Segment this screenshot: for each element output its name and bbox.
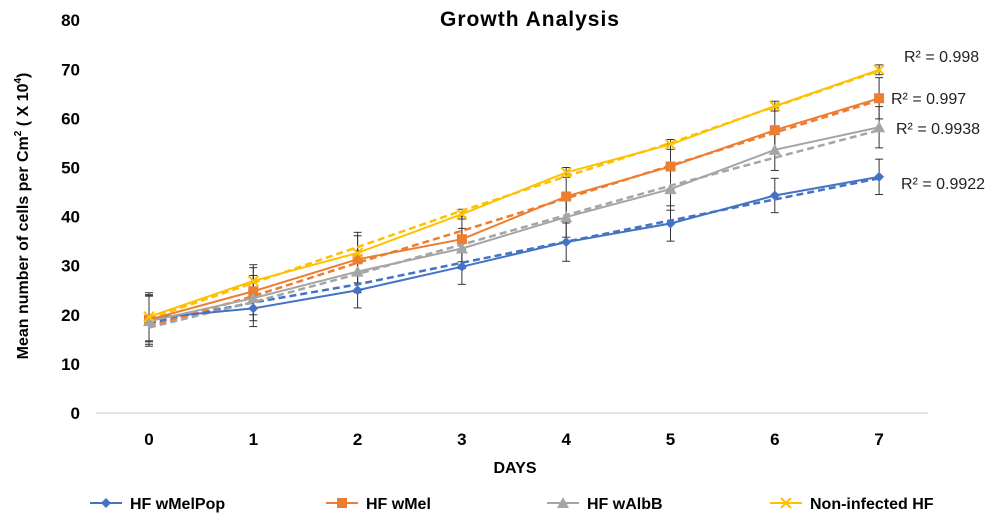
y-tick-label: 50 bbox=[61, 159, 80, 178]
data-point bbox=[873, 121, 886, 133]
data-point-stroke bbox=[873, 64, 885, 76]
data-point bbox=[780, 497, 792, 509]
x-tick-label: 0 bbox=[144, 430, 153, 449]
y-tick-label: 80 bbox=[61, 11, 80, 30]
y-tick-label: 0 bbox=[71, 404, 80, 423]
legend-label: HF wAlbB bbox=[587, 496, 663, 513]
data-point bbox=[665, 161, 676, 172]
legend-label: Non-infected HF bbox=[810, 496, 934, 513]
data-point bbox=[561, 237, 572, 248]
y-tick-label: 10 bbox=[61, 355, 80, 374]
trendline bbox=[148, 128, 880, 329]
data-point-stroke bbox=[769, 100, 781, 112]
r-squared-label: R² = 0.9938 bbox=[896, 121, 980, 138]
data-point bbox=[456, 208, 468, 220]
data-point bbox=[248, 303, 259, 314]
series-line bbox=[148, 126, 880, 323]
data-point-stroke bbox=[664, 138, 677, 151]
data-point bbox=[337, 498, 347, 508]
data-point bbox=[874, 93, 885, 104]
data-point bbox=[248, 286, 259, 297]
legend: HF wMelPop HF wMel HF wAlbB Non-infected HF bbox=[90, 496, 934, 513]
y-tick-label: 30 bbox=[61, 257, 80, 276]
r-squared-label: R² = 0.997 bbox=[891, 91, 966, 108]
trendline bbox=[148, 177, 880, 325]
data-point bbox=[561, 191, 572, 202]
data-point-stroke bbox=[351, 247, 364, 259]
data-point bbox=[769, 100, 781, 112]
data-point bbox=[352, 285, 363, 296]
y-tick-label: 60 bbox=[61, 109, 80, 128]
data-point bbox=[143, 311, 155, 323]
x-tick-label: 6 bbox=[770, 430, 779, 449]
data-point bbox=[456, 234, 467, 245]
trendline bbox=[148, 99, 880, 328]
r-squared-label: R² = 0.998 bbox=[904, 49, 979, 66]
series-line bbox=[148, 68, 880, 318]
data-point-stroke bbox=[247, 275, 260, 287]
data-point bbox=[560, 211, 573, 223]
data-point-stroke bbox=[780, 497, 792, 509]
data-point bbox=[769, 190, 780, 201]
r-squared-label: R² = 0.9922 bbox=[901, 176, 985, 193]
error-bars bbox=[145, 77, 884, 345]
data-point bbox=[768, 143, 781, 155]
x-tick-label: 3 bbox=[457, 430, 466, 449]
legend-label: HF wMelPop bbox=[130, 496, 225, 513]
data-point bbox=[101, 498, 111, 508]
data-point-stroke bbox=[143, 311, 155, 323]
data-point bbox=[456, 261, 467, 272]
data-point bbox=[352, 254, 363, 265]
y-tick-label: 70 bbox=[61, 60, 80, 79]
series-line bbox=[148, 97, 880, 321]
x-tick-label: 7 bbox=[874, 430, 883, 449]
data-point bbox=[873, 64, 885, 76]
x-tick-label: 2 bbox=[353, 430, 362, 449]
data-point bbox=[143, 315, 155, 327]
data-point bbox=[665, 218, 676, 229]
data-point bbox=[455, 242, 468, 254]
y-tick-label: 20 bbox=[61, 306, 80, 325]
legend-item: HF wMel bbox=[326, 496, 431, 513]
plot-area: 0 10 20 30 40 50 60 70 80 0 1 2 3 4 5 6 7 R² = 0.9922 R² =… bbox=[61, 11, 985, 449]
y-tick-label: 40 bbox=[61, 208, 80, 227]
data-point bbox=[560, 166, 572, 179]
series-line bbox=[148, 175, 880, 320]
chart-title: Growth Analysis bbox=[440, 8, 620, 31]
data-point bbox=[664, 183, 677, 195]
data-point bbox=[247, 292, 260, 304]
data-point-stroke bbox=[456, 208, 468, 220]
data-point bbox=[351, 265, 364, 277]
data-point bbox=[874, 171, 885, 182]
series-markers bbox=[143, 121, 886, 327]
legend-label: HF wMel bbox=[366, 496, 431, 513]
series-markers bbox=[144, 93, 885, 325]
legend-item: Non-infected HF bbox=[770, 496, 934, 513]
data-point bbox=[351, 247, 364, 259]
data-point bbox=[769, 125, 780, 136]
x-tick-label: 5 bbox=[666, 430, 675, 449]
data-point bbox=[557, 497, 569, 508]
legend-item: HF wAlbB bbox=[547, 496, 663, 513]
x-tick-label: 1 bbox=[249, 430, 258, 449]
data-point bbox=[664, 138, 677, 151]
data-point-stroke bbox=[560, 166, 572, 179]
data-point bbox=[247, 275, 260, 287]
legend-item: HF wMelPop bbox=[90, 496, 225, 513]
x-axis-label: DAYS bbox=[494, 460, 537, 477]
x-tick-label: 4 bbox=[561, 430, 571, 449]
series-markers bbox=[143, 64, 885, 323]
y-axis-label: Mean number of cells per Cm2 ( X 104) bbox=[13, 73, 32, 360]
